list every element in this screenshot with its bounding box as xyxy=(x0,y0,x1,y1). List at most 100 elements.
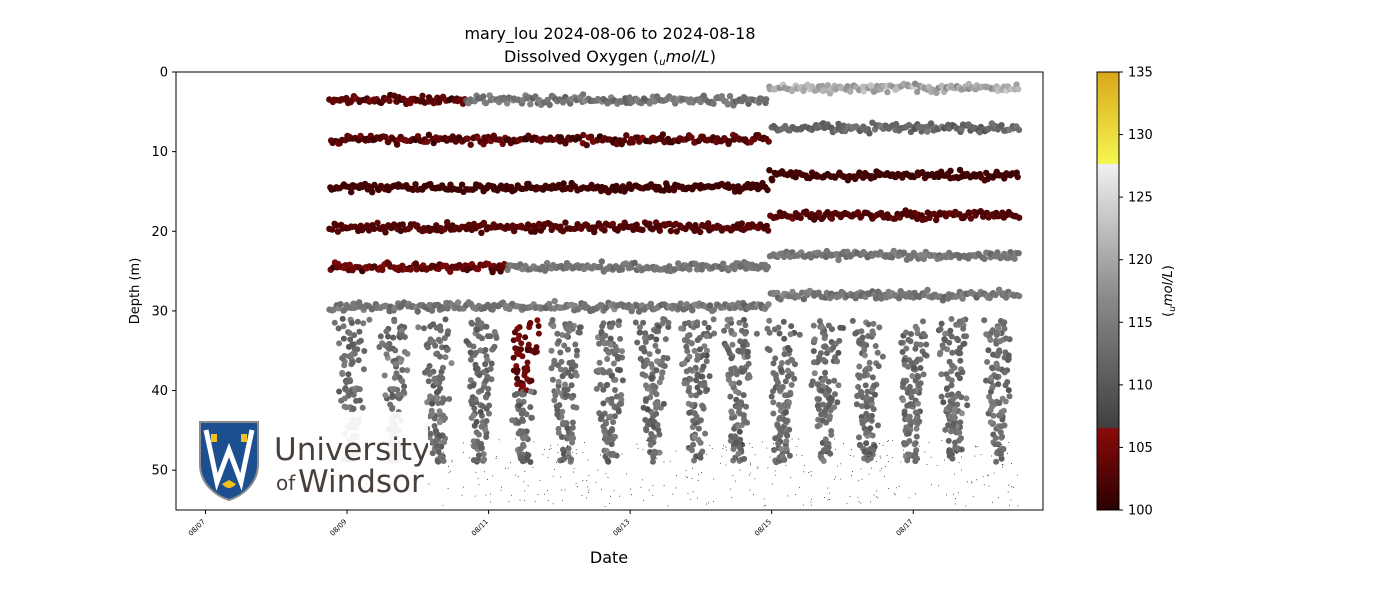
sensor-mark xyxy=(526,451,527,453)
data-point-125 xyxy=(579,91,587,98)
sensor-mark xyxy=(586,480,587,481)
data-point-2427 xyxy=(470,438,477,445)
sensor-mark xyxy=(478,458,480,460)
data-point-2805 xyxy=(603,447,610,454)
sensor-mark xyxy=(692,491,694,493)
data-point-2359 xyxy=(433,437,440,443)
data-point-3572 xyxy=(905,430,912,437)
data-point-2798 xyxy=(618,400,625,407)
sensor-mark xyxy=(992,501,993,503)
sensor-mark xyxy=(733,459,735,460)
data-point-3568 xyxy=(912,440,919,447)
sensor-mark xyxy=(476,463,478,464)
data-point-3234 xyxy=(778,367,785,374)
sensor-mark xyxy=(1011,463,1012,464)
data-point-2659 xyxy=(554,407,561,413)
data-point-2915 xyxy=(641,335,648,341)
data-point-2588 xyxy=(517,445,524,452)
data-point-3382 xyxy=(866,359,873,366)
data-point-2260 xyxy=(415,324,422,331)
data-point-2353 xyxy=(442,316,449,323)
data-point-2625 xyxy=(555,378,562,385)
data-point-2831 xyxy=(643,357,650,364)
data-point-3362 xyxy=(863,440,870,447)
data-point-3620 xyxy=(949,362,956,369)
data-point-3606 xyxy=(949,349,956,356)
data-point-2877 xyxy=(656,431,663,438)
sensor-mark xyxy=(1011,486,1013,488)
sensor-mark xyxy=(697,497,698,499)
sensor-mark xyxy=(549,449,550,450)
sensor-mark xyxy=(582,451,584,453)
sensor-mark xyxy=(895,487,897,489)
data-point-3498 xyxy=(912,345,919,352)
university-logo: University of Windsor xyxy=(178,412,428,506)
data-point-606 xyxy=(866,130,873,137)
sensor-mark xyxy=(953,493,954,495)
data-point-2238 xyxy=(400,388,407,395)
data-point-438 xyxy=(525,132,532,139)
data-point-2307 xyxy=(422,369,428,376)
data-point-2900 xyxy=(648,361,655,368)
data-point-3678 xyxy=(949,455,956,462)
sensor-mark xyxy=(853,455,854,457)
sensor-mark xyxy=(637,447,639,449)
data-point-3799 xyxy=(998,423,1005,430)
sensor-mark xyxy=(852,471,853,472)
data-point-2787 xyxy=(609,372,615,379)
data-point-3608 xyxy=(960,325,967,332)
data-point-3268 xyxy=(836,337,843,344)
sensor-mark xyxy=(892,440,894,442)
data-point-3137 xyxy=(735,347,742,354)
data-point-3719 xyxy=(989,365,996,372)
sensor-mark xyxy=(730,488,732,490)
data-point-2753 xyxy=(593,385,600,392)
sensor-mark xyxy=(858,501,860,503)
data-point-3174 xyxy=(788,381,795,388)
data-point-3068 xyxy=(736,428,743,435)
data-point-3239 xyxy=(786,452,793,459)
data-point-2873 xyxy=(655,328,662,335)
data-point-3437 xyxy=(857,388,864,395)
data-point-2883 xyxy=(634,339,641,346)
data-point-3390 xyxy=(864,388,871,395)
data-point-1252 xyxy=(797,214,804,222)
data-point-3750 xyxy=(987,388,994,395)
data-point-2833 xyxy=(655,348,661,355)
sensor-mark xyxy=(860,468,862,470)
data-point-2671 xyxy=(552,392,559,399)
sensor-mark xyxy=(938,485,939,487)
data-point-3780 xyxy=(1005,387,1012,394)
sensor-mark xyxy=(430,444,431,445)
sensor-mark xyxy=(726,449,727,451)
sensor-mark xyxy=(565,451,566,453)
data-point-3026 xyxy=(694,356,701,363)
data-point-2085 xyxy=(355,357,362,364)
data-point-2669 xyxy=(557,349,564,356)
data-point-3335 xyxy=(810,322,817,329)
sensor-mark xyxy=(552,475,554,477)
data-point-3649 xyxy=(948,428,954,435)
sensor-mark xyxy=(643,500,644,502)
data-point-2788 xyxy=(613,347,620,353)
data-point-504 xyxy=(659,131,667,138)
data-point-3007 xyxy=(691,433,698,440)
data-point-3729 xyxy=(986,393,993,400)
data-point-3548 xyxy=(903,345,910,352)
data-point-2302 xyxy=(429,450,436,457)
data-point-2461 xyxy=(469,394,476,401)
sensor-mark xyxy=(588,489,590,491)
sensor-mark xyxy=(955,498,956,499)
data-point-3653 xyxy=(956,437,963,444)
sensor-mark xyxy=(1001,444,1002,445)
sensor-mark xyxy=(954,473,955,475)
data-point-3455 xyxy=(853,401,860,408)
data-point-2795 xyxy=(608,441,615,448)
sensor-mark xyxy=(581,495,583,496)
sensor-mark xyxy=(547,500,549,501)
data-point-2743 xyxy=(607,335,614,342)
sensor-mark xyxy=(811,498,812,500)
sensor-mark xyxy=(448,466,449,467)
data-point-3128 xyxy=(727,437,734,444)
sensor-mark xyxy=(976,479,977,481)
